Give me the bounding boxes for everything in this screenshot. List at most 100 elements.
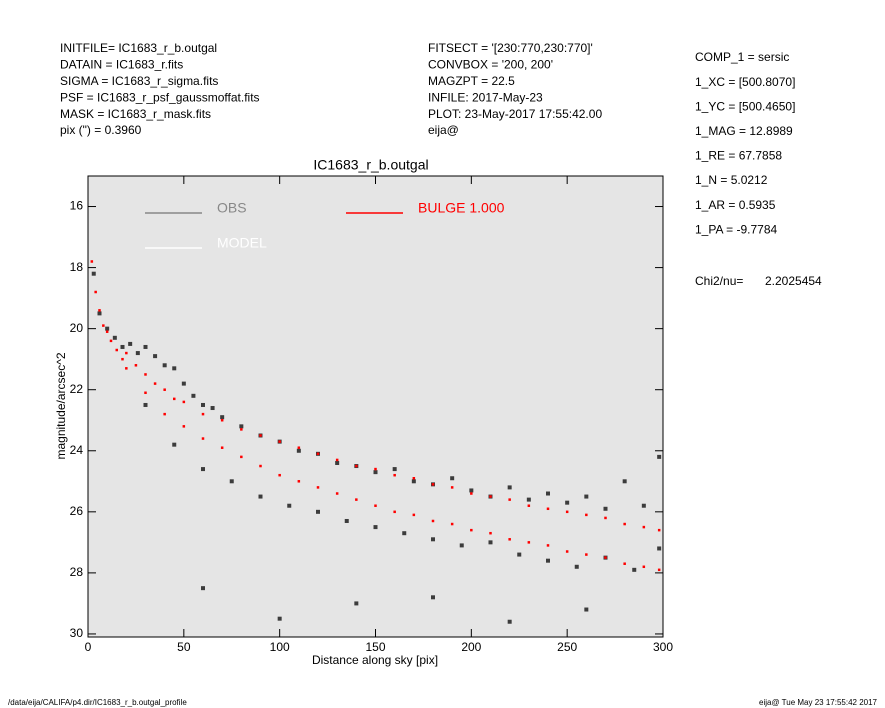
footer-right: eija@ Tue May 23 17:55:42 2017 (759, 698, 878, 707)
point (374, 467, 377, 471)
point (565, 550, 569, 553)
point (125, 367, 128, 370)
point (527, 504, 531, 507)
point (488, 540, 493, 545)
point (201, 412, 205, 416)
point (393, 510, 396, 514)
info-left: pix (") = 0.3960 (60, 123, 142, 137)
point (201, 586, 205, 591)
point (546, 544, 550, 547)
point (489, 495, 492, 498)
y-axis-label: magnitude/arcsec^2 (54, 352, 68, 459)
point (173, 397, 176, 401)
point (585, 553, 588, 556)
chart-title: IC1683_r_b.outgal (313, 157, 428, 173)
point (470, 492, 473, 495)
point (143, 344, 148, 349)
x-axis-label: Distance along sky [pix] (312, 653, 438, 667)
point (526, 497, 531, 502)
y-tick-label: 16 (70, 199, 84, 213)
point (657, 546, 662, 551)
point (412, 513, 416, 517)
point (112, 335, 117, 340)
x-tick-label: 100 (270, 640, 290, 654)
point (489, 531, 492, 535)
point (259, 464, 262, 468)
point (316, 452, 320, 456)
point (392, 467, 397, 472)
point (143, 402, 148, 407)
point (450, 486, 454, 489)
info-right: 1_PA = -9.7784 (695, 222, 778, 236)
point (90, 260, 94, 263)
point (402, 531, 407, 536)
point (546, 507, 550, 511)
point (335, 460, 340, 465)
point (120, 344, 125, 349)
point (585, 513, 588, 517)
info-right: 1_MAG = 12.8989 (695, 124, 793, 138)
point (109, 339, 113, 343)
point (172, 442, 177, 447)
point (229, 479, 234, 484)
point (297, 446, 301, 449)
info-middle: eija@ (428, 123, 459, 137)
point (115, 348, 118, 352)
chi-label: Chi2/nu= (695, 274, 743, 288)
y-tick-label: 18 (70, 260, 84, 274)
point (102, 324, 105, 327)
info-right: 1_XC = [500.8070] (695, 75, 795, 89)
point (94, 290, 97, 294)
point (344, 518, 349, 523)
point (355, 464, 358, 468)
y-tick-label: 30 (70, 626, 84, 640)
point (201, 402, 205, 407)
point (163, 412, 166, 416)
point (181, 381, 186, 386)
point (98, 309, 101, 312)
point (191, 393, 196, 398)
info-right: COMP_1 = sersic (695, 50, 789, 64)
point (220, 446, 224, 449)
chi-value: 2.2025454 (765, 274, 822, 288)
point (316, 486, 320, 489)
point (278, 473, 281, 477)
point (373, 470, 378, 475)
point (603, 506, 608, 511)
point (622, 479, 627, 484)
point (450, 476, 455, 481)
point (657, 454, 662, 459)
point (412, 476, 416, 480)
point (105, 326, 110, 331)
x-tick-label: 0 (85, 640, 92, 654)
point (546, 558, 550, 563)
point (641, 503, 646, 508)
point (584, 607, 589, 612)
y-tick-label: 26 (70, 504, 84, 518)
info-middle: PLOT: 23-May-2017 17:55:42.00 (428, 107, 602, 121)
point (220, 418, 224, 422)
point (316, 509, 320, 514)
point (546, 491, 550, 496)
info-left: MASK = IC1683_r_mask.fits (60, 107, 211, 121)
point (125, 351, 128, 355)
y-tick-label: 20 (70, 321, 84, 335)
point (277, 616, 282, 621)
point (574, 564, 579, 569)
info-middle: FITSECT = '[230:770,230:770]' (428, 41, 593, 55)
point (163, 388, 166, 391)
point (565, 500, 570, 505)
point (153, 354, 158, 359)
info-right: 1_AR = 0.5935 (695, 198, 776, 212)
point (91, 271, 96, 276)
info-right: 1_YC = [500.4650] (695, 99, 795, 113)
point (374, 504, 377, 507)
point (657, 528, 661, 532)
point (121, 357, 124, 361)
point (240, 428, 243, 431)
point (258, 494, 263, 499)
point (507, 619, 512, 624)
plot-area (88, 176, 663, 637)
info-middle: INFILE: 2017-May-23 (428, 90, 543, 104)
footer-left: /data/eija/CALIFA/p4.dir/IC1683_r_b.outg… (8, 698, 187, 707)
